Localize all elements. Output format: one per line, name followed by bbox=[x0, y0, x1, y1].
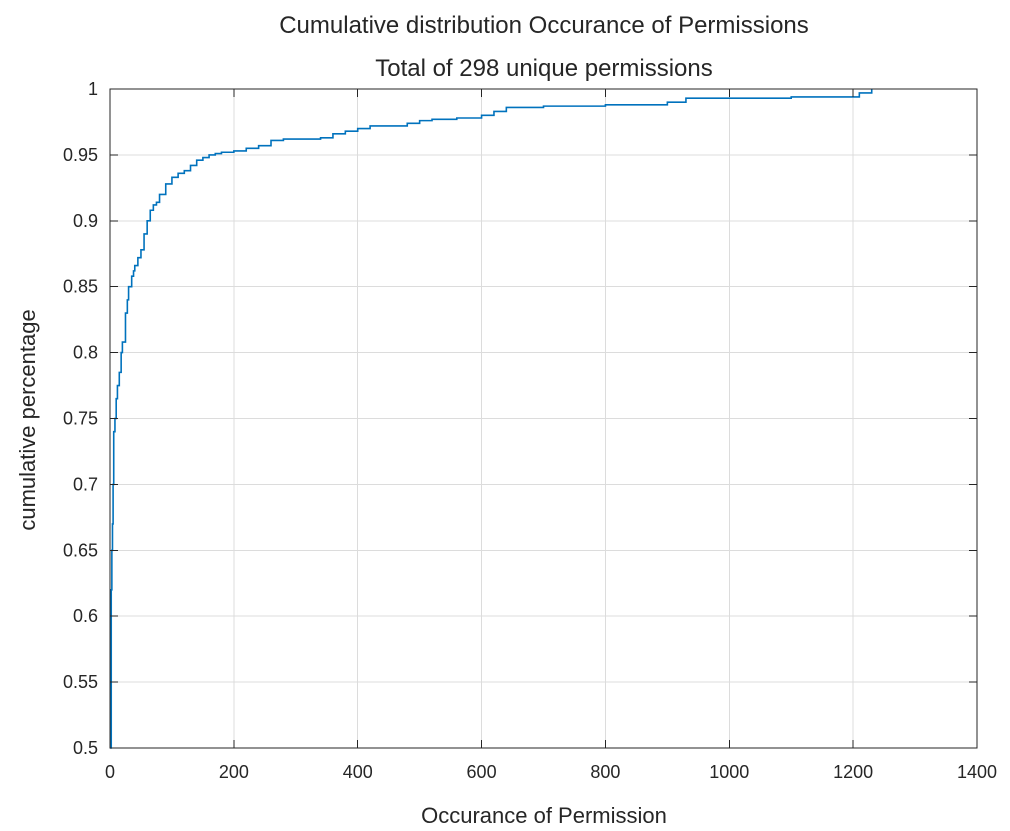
chart-subtitle: Total of 298 unique permissions bbox=[375, 55, 713, 82]
x-tick-label: 200 bbox=[219, 762, 249, 782]
y-axis-label: cumulative percentage bbox=[15, 309, 40, 530]
y-tick-label: 0.55 bbox=[63, 672, 98, 692]
x-tick-label: 0 bbox=[105, 762, 115, 782]
series-layer bbox=[110, 89, 873, 749]
y-tick-label: 0.8 bbox=[73, 343, 98, 363]
y-tick-label: 0.5 bbox=[73, 738, 98, 758]
x-tick-label: 1400 bbox=[957, 762, 997, 782]
y-tick-label: 0.85 bbox=[63, 277, 98, 297]
x-tick-label: 800 bbox=[590, 762, 620, 782]
y-tick-label: 0.6 bbox=[73, 606, 98, 626]
ticks: 0 200 400 600 800 1000 1200 1400 0.5 0.55 0.6 0.65 0… bbox=[63, 79, 997, 782]
y-tick-label: 0.95 bbox=[63, 145, 98, 165]
chart-title: Cumulative distribution Occurance of Per… bbox=[279, 12, 809, 39]
x-tick-label: 1200 bbox=[833, 762, 873, 782]
grid bbox=[110, 89, 977, 748]
series-line-0 bbox=[110, 89, 873, 749]
y-tick-label: 0.9 bbox=[73, 211, 98, 231]
x-tick-label: 1000 bbox=[709, 762, 749, 782]
x-tick-label: 400 bbox=[343, 762, 373, 782]
y-tick-label: 0.7 bbox=[73, 474, 98, 494]
x-axis-label: Occurance of Permission bbox=[421, 803, 667, 828]
y-tick-label: 1 bbox=[88, 79, 98, 99]
y-tick-label: 0.75 bbox=[63, 409, 98, 429]
x-tick-label: 600 bbox=[467, 762, 497, 782]
y-tick-label: 0.65 bbox=[63, 540, 98, 560]
